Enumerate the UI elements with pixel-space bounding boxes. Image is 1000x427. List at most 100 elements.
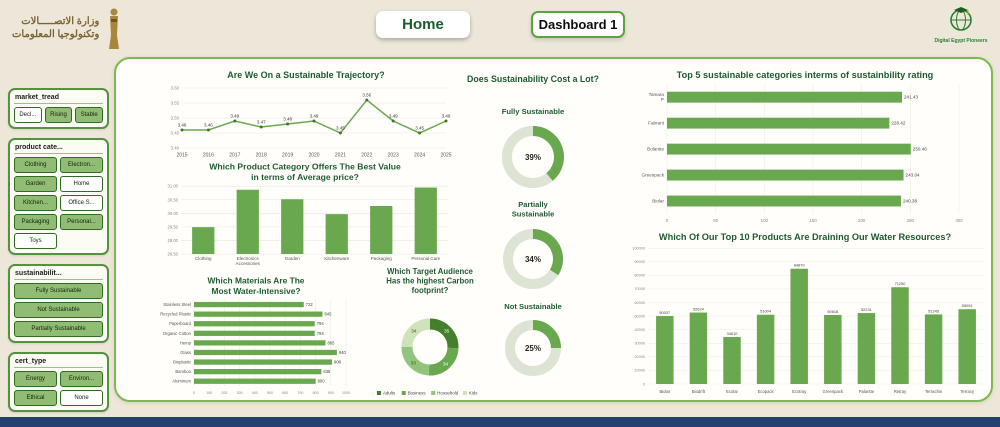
- svg-text:2023: 2023: [388, 153, 399, 159]
- svg-text:Kids: Kids: [469, 391, 478, 396]
- filter-option[interactable]: Garden: [14, 176, 57, 192]
- filter-option[interactable]: Decl...: [14, 107, 42, 123]
- svg-text:Does Sustainability Cost a Lot: Does Sustainability Cost a Lot?: [467, 74, 599, 84]
- svg-text:Palantte: Palantte: [859, 389, 875, 394]
- svg-text:Are We On a Sustainable Trajec: Are We On a Sustainable Trajectory?: [227, 70, 384, 80]
- svg-text:Sustainable: Sustainable: [512, 210, 555, 219]
- dep-logo-label: Digital Egypt Pioneers: [934, 38, 988, 44]
- svg-text:10000: 10000: [634, 369, 645, 373]
- svg-text:3.50: 3.50: [171, 116, 180, 121]
- svg-text:100000: 100000: [632, 247, 645, 251]
- svg-text:25%: 25%: [525, 344, 541, 353]
- filter-option[interactable]: Fully Sustainable: [14, 283, 103, 299]
- svg-text:3.40: 3.40: [171, 146, 180, 151]
- filter-group-title: market_tread: [14, 93, 103, 104]
- svg-text:3.46: 3.46: [204, 123, 213, 128]
- svg-text:2022: 2022: [361, 153, 372, 159]
- dashboard-1-button[interactable]: Dashboard 1: [531, 11, 625, 38]
- svg-text:34: 34: [443, 362, 449, 368]
- filter-option[interactable]: Stable: [75, 107, 103, 123]
- svg-text:900: 900: [328, 391, 334, 395]
- filter-option[interactable]: Packaging: [14, 214, 57, 230]
- svg-text:Biodrift: Biodrift: [692, 389, 706, 394]
- filter-option[interactable]: Partially Sustainable: [14, 321, 103, 337]
- chart-sustainability-cost-gauges[interactable]: Does Sustainability Cost a Lot? Fully Sus…: [458, 69, 608, 381]
- home-button[interactable]: Home: [376, 11, 470, 38]
- filter-option[interactable]: None: [60, 390, 103, 406]
- svg-text:Ecopack: Ecopack: [758, 389, 775, 394]
- svg-text:71250: 71250: [895, 281, 907, 286]
- svg-text:Retray: Retray: [894, 389, 907, 394]
- svg-text:794: 794: [317, 321, 325, 326]
- svg-text:Greenpack: Greenpack: [823, 389, 844, 394]
- svg-text:Terracy: Terracy: [960, 389, 975, 394]
- svg-text:Bamboo: Bamboo: [175, 369, 191, 374]
- filter-sidebar: market_tread Decl... Rising Stable product c…: [8, 88, 109, 421]
- svg-text:300: 300: [237, 391, 243, 395]
- filter-option[interactable]: Electron...: [60, 157, 103, 173]
- line-chart-svg: Are We On a Sustainable Trajectory? 3.40 3…: [171, 70, 452, 159]
- svg-text:50818: 50818: [827, 309, 838, 314]
- filter-group-3: cert_type Energy Environ... Ethical None: [8, 352, 109, 412]
- ministry-logo: وزارة الاتصـــــالات وتكنولوجيا المعلوما…: [12, 7, 123, 49]
- chart-sustainable-trajectory[interactable]: Are We On a Sustainable Trajectory? 3.40 3…: [156, 67, 456, 159]
- filter-option[interactable]: Personal...: [60, 214, 103, 230]
- svg-text:P: P: [661, 97, 664, 102]
- svg-text:Partially: Partially: [518, 200, 548, 209]
- filter-option[interactable]: Kitchen...: [14, 195, 57, 211]
- filter-option[interactable]: Clothing: [14, 157, 57, 173]
- svg-text:Most Water-Intensive?: Most Water-Intensive?: [211, 286, 300, 296]
- filter-option[interactable]: Toys: [14, 233, 57, 249]
- filter-option[interactable]: Not Sustainable: [14, 302, 103, 318]
- chart-audience-carbon-footprint[interactable]: Which Target Audience Has the highest Car…: [372, 265, 488, 399]
- chart-top5-sustainable-categories[interactable]: Top 5 sustainable categories interms of …: [621, 67, 989, 225]
- chart-top10-water-products[interactable]: Which Of Our Top 10 Products Are Drainin…: [621, 229, 989, 397]
- svg-text:243.04: 243.04: [906, 173, 920, 178]
- svg-text:3.48: 3.48: [283, 117, 292, 122]
- water-column-chart-svg: Which Of Our Top 10 Products Are Drainin…: [632, 232, 984, 394]
- svg-text:Adults: Adults: [383, 391, 396, 396]
- svg-text:Garden: Garden: [285, 256, 301, 261]
- svg-text:3.49: 3.49: [442, 114, 451, 119]
- svg-text:794: 794: [317, 331, 325, 336]
- svg-text:Clothing: Clothing: [195, 256, 212, 261]
- svg-text:70000: 70000: [634, 287, 645, 291]
- svg-text:31.00: 31.00: [168, 184, 179, 189]
- svg-text:700: 700: [297, 391, 303, 395]
- filter-option[interactable]: Environ...: [60, 371, 103, 387]
- svg-text:Stainless Steel: Stainless Steel: [163, 302, 191, 307]
- filter-option[interactable]: Office S...: [60, 195, 103, 211]
- svg-text:30.50: 30.50: [168, 197, 179, 202]
- svg-text:200: 200: [858, 218, 866, 223]
- svg-text:241.43: 241.43: [904, 95, 918, 100]
- filter-option[interactable]: Home: [60, 176, 103, 192]
- filter-option[interactable]: Rising: [44, 107, 73, 123]
- svg-text:30000: 30000: [634, 342, 645, 346]
- svg-text:Bioplastic: Bioplastic: [173, 360, 191, 365]
- svg-text:250.46: 250.46: [913, 147, 927, 152]
- svg-text:2024: 2024: [414, 153, 425, 159]
- svg-text:150: 150: [809, 218, 817, 223]
- svg-text:29.50: 29.50: [168, 224, 179, 229]
- svg-text:footprint?: footprint?: [412, 286, 449, 295]
- svg-text:200: 200: [221, 391, 227, 395]
- svg-text:3.45: 3.45: [171, 131, 180, 136]
- svg-text:50000: 50000: [634, 314, 645, 318]
- svg-text:Personal Care: Personal Care: [411, 256, 440, 261]
- chart-category-average-price[interactable]: Which Product Category Offers The Best V…: [154, 159, 456, 271]
- svg-text:3.46: 3.46: [178, 123, 187, 128]
- filter-group-1: product cate... Clothing Electron... Garden…: [8, 138, 109, 255]
- filter-option[interactable]: Ethical: [14, 390, 57, 406]
- svg-text:33: 33: [411, 360, 417, 366]
- svg-text:3.49: 3.49: [230, 114, 239, 119]
- dep-globe-icon: [950, 7, 972, 31]
- svg-text:90000: 90000: [634, 260, 645, 264]
- svg-text:34610: 34610: [727, 331, 739, 336]
- chart-water-intensive-materials[interactable]: Which Materials Are The Most Water-Intens…: [144, 273, 368, 397]
- filter-group-0: market_tread Decl... Rising Stable: [8, 88, 109, 129]
- svg-text:3.55: 3.55: [171, 101, 180, 106]
- svg-text:Aluminum: Aluminum: [172, 379, 191, 384]
- filter-option[interactable]: Energy: [14, 371, 57, 387]
- svg-text:84879: 84879: [794, 263, 805, 268]
